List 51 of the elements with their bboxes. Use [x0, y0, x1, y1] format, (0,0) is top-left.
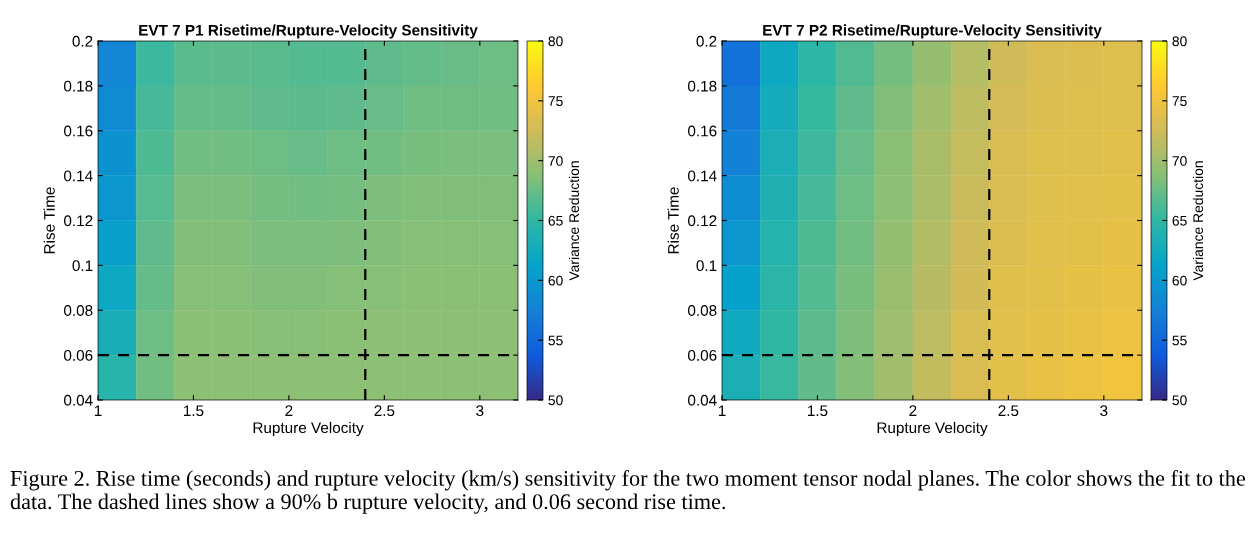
color-bar-label: 75: [548, 96, 563, 106]
x-tick-label: 2: [909, 405, 917, 416]
y-tick-label: 0.12: [688, 215, 717, 227]
y-tick-label: 0.04: [688, 394, 717, 406]
y-tick-label: 0.16: [64, 125, 93, 137]
x-tick-label: 3: [1100, 405, 1108, 417]
x-tick-label: 1: [718, 405, 726, 416]
y-tick-label: 0.1: [696, 260, 717, 272]
x-tick-label: 2.5: [374, 405, 395, 417]
y-tick-label: 0.08: [64, 305, 93, 316]
color-bar-title: Variance Reduction: [568, 161, 580, 281]
y-axis-title: Rise Time: [43, 187, 55, 254]
y-tick-label: 0.1: [72, 260, 93, 272]
y-tick-label: 0.06: [64, 349, 93, 361]
chart-title: EVT 7 P2 Risetime/Rupture-Velocity Sensitivity: [763, 24, 1102, 39]
color-bar-label: 80: [548, 36, 563, 47]
caption: Figure 2. Rise time (seconds) and rupture velocity (km/s) sensitivity for the two moment tensor nodal planes. The color shows the fit to the data. The dashed lines show a 90% b rupture velocity, and 0.06 second rise time.: [10, 470, 1246, 514]
color-bar-label: 70: [548, 156, 563, 166]
x-axis-title: Rupture Velocity: [877, 421, 988, 437]
chart-title: EVT 7 P1 Risetime/Rupture-Velocity Sensitivity: [139, 24, 478, 39]
color-bar-label: 55: [1172, 335, 1187, 346]
color-bar-label: 80: [1172, 36, 1187, 47]
x-tick-label: 3: [476, 405, 484, 417]
x-tick-label: 1.5: [808, 405, 828, 417]
y-tick-label: 0.14: [64, 170, 93, 182]
color-bar-label: 60: [1172, 275, 1187, 286]
y-tick-label: 0.08: [688, 305, 717, 316]
color-bar-label: 70: [1172, 156, 1187, 166]
y-tick-label: 0.16: [688, 125, 717, 137]
color-bar-label: 65: [548, 215, 563, 226]
color-bar-label: 65: [1172, 215, 1187, 226]
color-bar-label: 50: [548, 395, 563, 406]
color-bar-label: 50: [1172, 395, 1187, 406]
y-tick-label: 0.2: [72, 35, 93, 47]
x-axis-title: Rupture Velocity: [253, 421, 364, 437]
x-tick-label: 2.5: [998, 405, 1019, 417]
color-bar-label: 60: [548, 275, 563, 286]
y-tick-label: 0.18: [688, 80, 717, 92]
x-tick-label: 1.5: [184, 405, 204, 417]
y-axis-title: Rise Time: [667, 187, 679, 254]
x-tick-label: 2: [285, 405, 293, 416]
y-tick-label: 0.18: [64, 80, 93, 92]
color-bar-label: 75: [1172, 96, 1187, 106]
y-tick-label: 0.12: [64, 215, 93, 227]
y-tick-label: 0.04: [64, 394, 93, 406]
y-tick-label: 0.14: [688, 170, 717, 182]
x-tick-label: 1: [94, 405, 102, 416]
color-bar-title: Variance Reduction: [1192, 161, 1204, 281]
y-tick-label: 0.06: [688, 349, 717, 361]
color-bar-label: 55: [548, 335, 563, 346]
y-tick-label: 0.2: [696, 35, 717, 47]
